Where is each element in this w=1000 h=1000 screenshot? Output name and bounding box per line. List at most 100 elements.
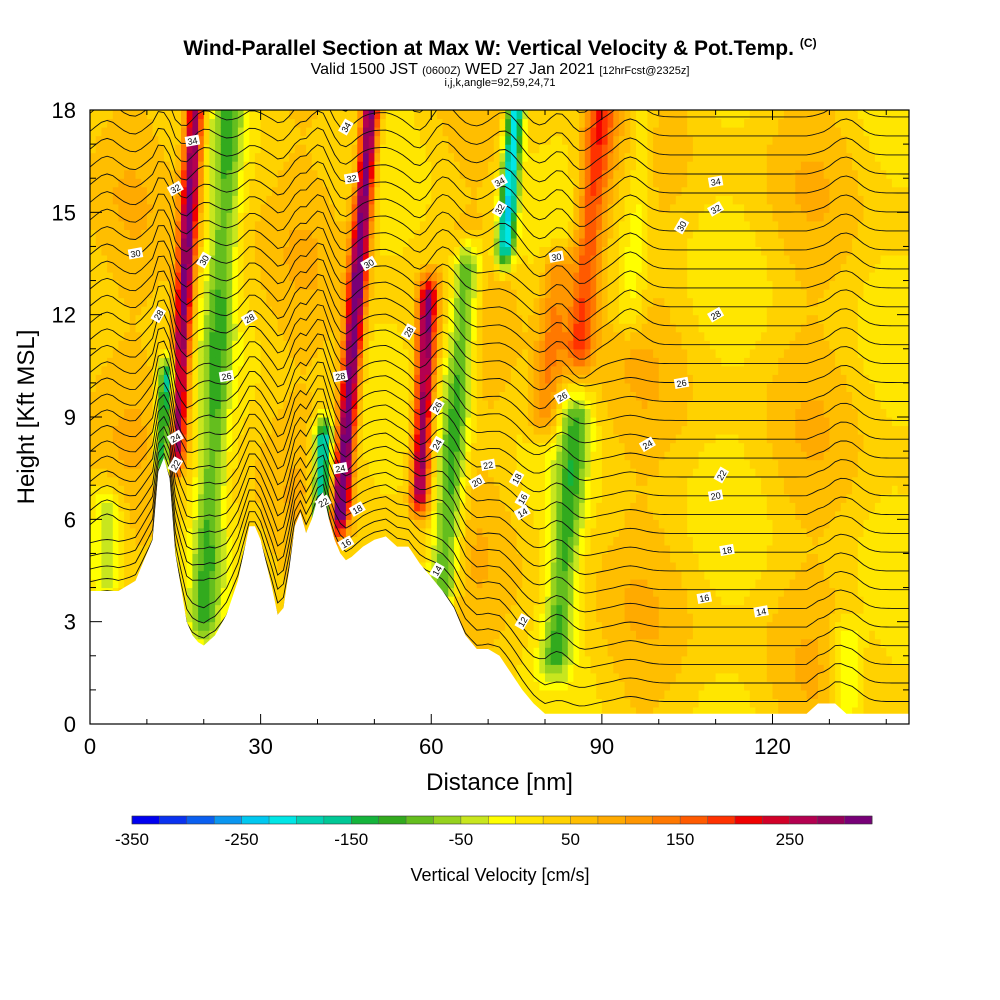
velocity-cell [419, 203, 427, 213]
velocity-cell [323, 434, 330, 444]
velocity-cell [283, 118, 290, 128]
velocity-cell [101, 255, 108, 265]
velocity-cell [397, 178, 404, 188]
velocity-cell [283, 485, 290, 495]
velocity-cell [300, 144, 307, 154]
velocity-cell [260, 229, 267, 239]
velocity-cell [334, 212, 341, 222]
velocity-cell [380, 527, 387, 537]
velocity-cell [448, 323, 455, 333]
velocity-cell [107, 348, 114, 358]
velocity-cell [277, 391, 284, 401]
velocity-cell [118, 544, 125, 554]
velocity-cell [431, 195, 438, 205]
velocity-cell [118, 365, 125, 375]
velocity-cell [363, 135, 370, 145]
velocity-cell [323, 169, 330, 179]
velocity-cell [141, 519, 148, 529]
velocity-cell [272, 195, 279, 205]
velocity-cell [431, 118, 438, 128]
velocity-cell [436, 382, 444, 392]
velocity-cell [129, 220, 137, 230]
velocity-cell [300, 306, 307, 316]
velocity-cell [448, 203, 455, 213]
velocity-cell [243, 382, 250, 392]
velocity-cell [283, 331, 290, 341]
velocity-cell [198, 314, 205, 324]
velocity-cell [357, 323, 364, 333]
velocity-cell [277, 323, 284, 333]
velocity-cell [90, 579, 97, 589]
velocity-cell [272, 237, 279, 247]
velocity-cell [152, 237, 159, 247]
velocity-cell [118, 280, 125, 290]
velocity-cell [101, 297, 108, 307]
velocity-cell [408, 442, 415, 452]
velocity-cell [340, 348, 347, 358]
velocity-cell [289, 255, 296, 265]
velocity-cell [385, 434, 393, 444]
velocity-cell [101, 408, 108, 418]
velocity-cell [107, 442, 114, 452]
velocity-cell [209, 562, 216, 572]
velocity-cell [107, 314, 114, 324]
velocity-cell [260, 323, 267, 333]
velocity-cell [272, 127, 279, 137]
velocity-cell [135, 212, 142, 222]
velocity-cell [397, 399, 404, 409]
velocity-cell [368, 536, 375, 546]
velocity-cell [448, 237, 455, 247]
velocity-cell [454, 161, 461, 171]
velocity-cell [277, 365, 284, 375]
velocity-cell [408, 237, 415, 247]
velocity-cell [277, 144, 284, 154]
velocity-cell [294, 399, 302, 409]
velocity-cell [459, 255, 466, 265]
velocity-cell [391, 502, 398, 512]
velocity-cell [243, 229, 250, 239]
velocity-cell [124, 579, 131, 589]
velocity-cell [397, 237, 404, 247]
velocity-cell [414, 340, 421, 350]
velocity-cell [254, 527, 262, 537]
velocity-cell [436, 118, 444, 128]
velocity-cell [431, 246, 438, 256]
velocity-cell [237, 135, 245, 145]
velocity-cell [465, 220, 472, 230]
velocity-cell [425, 527, 432, 537]
velocity-cell [107, 144, 114, 154]
velocity-cell [198, 186, 205, 196]
velocity-cell [289, 144, 296, 154]
velocity-cell [448, 118, 455, 128]
velocity-cell [454, 127, 461, 137]
velocity-cell [345, 144, 353, 154]
velocity-cell [243, 348, 250, 358]
velocity-cell [237, 152, 245, 162]
velocity-cell [419, 425, 427, 435]
velocity-cell [397, 306, 404, 316]
velocity-cell [397, 425, 404, 435]
velocity-cell [402, 263, 410, 273]
velocity-cell [414, 203, 421, 213]
velocity-cell [215, 110, 222, 120]
velocity-cell [169, 425, 176, 435]
velocity-cell [294, 246, 302, 256]
velocity-cell [112, 502, 120, 512]
velocity-cell [232, 434, 239, 444]
velocity-cell [300, 434, 307, 444]
velocity-cell [220, 502, 228, 512]
velocity-cell [129, 365, 137, 375]
velocity-cell [425, 186, 432, 196]
velocity-cell [232, 229, 239, 239]
velocity-cell [402, 229, 410, 239]
velocity-cell [215, 382, 222, 392]
velocity-cell [186, 442, 193, 452]
velocity-cell [385, 135, 393, 145]
velocity-cell [249, 323, 256, 333]
velocity-cell [266, 323, 273, 333]
velocity-cell [203, 186, 211, 196]
velocity-cell [186, 476, 193, 486]
velocity-cell [152, 357, 159, 367]
velocity-cell [141, 399, 148, 409]
velocity-cell [220, 220, 228, 230]
